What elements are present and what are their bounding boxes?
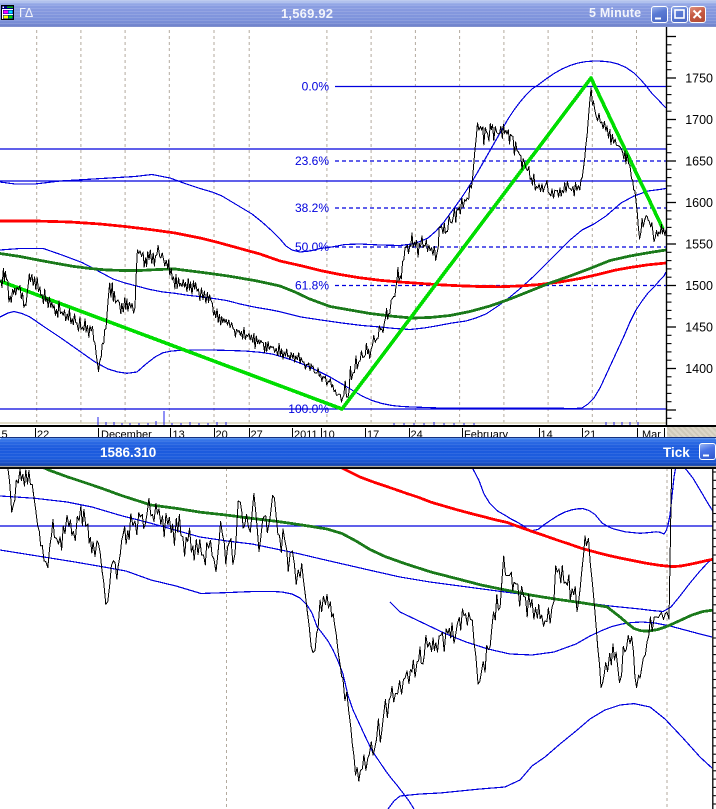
svg-text:38.2%: 38.2% [295, 201, 329, 215]
svg-text:1500: 1500 [685, 279, 713, 293]
svg-text:61.8%: 61.8% [295, 279, 329, 293]
svg-text:100.0%: 100.0% [288, 402, 329, 416]
svg-text:0.0%: 0.0% [302, 80, 330, 94]
svg-text:1750: 1750 [685, 72, 713, 86]
svg-text:1600: 1600 [685, 196, 713, 210]
svg-text:50.0%: 50.0% [295, 240, 329, 254]
svg-text:1650: 1650 [685, 155, 713, 169]
svg-text:1450: 1450 [685, 321, 713, 335]
svg-text:1700: 1700 [685, 113, 713, 127]
svg-text:1400: 1400 [685, 362, 713, 376]
svg-text:1550: 1550 [685, 238, 713, 252]
svg-text:23.6%: 23.6% [295, 154, 329, 168]
